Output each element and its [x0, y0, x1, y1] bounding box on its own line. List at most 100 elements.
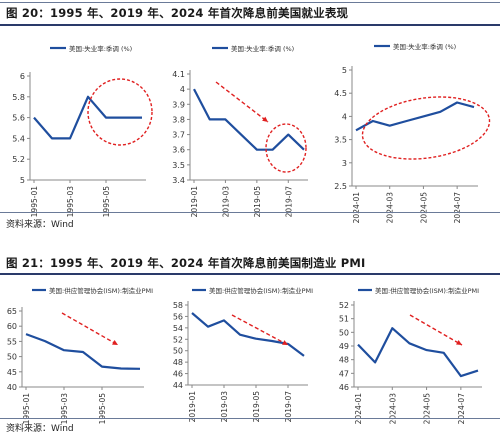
- annotation-arrow-head: [282, 340, 288, 345]
- x-tick-label: 2019-01: [190, 186, 199, 218]
- figure-20-top-rule: [0, 2, 500, 3]
- y-tick-label: 2.5: [334, 182, 347, 191]
- x-tick-label: 2019-01: [188, 391, 197, 423]
- annotation-arrow-head: [262, 116, 268, 122]
- y-tick-label: 46: [173, 370, 183, 379]
- x-tick-label: 2024-03: [386, 192, 395, 224]
- x-tick-label: 1995-05: [102, 186, 111, 218]
- series-line: [193, 88, 305, 151]
- x-tick-label: 2019-05: [252, 391, 261, 423]
- chart-2024-unemployment: 2.5 3 3.5 4 4.5 5 2024-01 2024-03 2024-05 2024-07…: [334, 42, 491, 223]
- x-tick-label: 1995-01: [22, 393, 31, 425]
- x-tick-label: 2024-01: [354, 393, 363, 425]
- y-tick-label: 47: [339, 369, 349, 378]
- figure-21-bottom-rule: [0, 418, 500, 419]
- x-tick-label: 2019-03: [221, 186, 230, 218]
- y-tick-label: 4.5: [334, 89, 347, 98]
- y-tick-label: 65: [7, 307, 17, 316]
- y-tick-label: 55: [7, 337, 17, 346]
- x-tick-label: 2019-07: [284, 391, 293, 423]
- chart-2019-unemployment: 3.4 3.5 3.6 3.7 3.8 3.9 4 4.1 2019-01 2019-03 2019…: [172, 44, 308, 217]
- y-tick-label: 54: [173, 324, 183, 333]
- y-tick-label: 3.8: [172, 115, 185, 124]
- legend-label: 美国:失业率:季调 (%): [69, 44, 132, 53]
- y-tick-label: 50: [339, 328, 349, 337]
- y-tick-label: 44: [173, 381, 183, 390]
- y-tick-label: 4.1: [172, 70, 185, 79]
- annotation-arrow-line: [215, 81, 269, 123]
- y-tick-label: 3.7: [172, 131, 185, 140]
- y-tick-label: 5.4: [12, 134, 25, 143]
- y-tick-label: 5: [20, 176, 25, 185]
- figure-20-title: 图 20：1995 年、2019 年、2024 年首次降息前美国就业表现: [6, 6, 349, 20]
- y-tick-label: 60: [7, 322, 17, 331]
- y-tick-label: 4: [342, 112, 347, 121]
- y-tick-label: 5.2: [12, 155, 25, 164]
- figure-21-title: 图 21：1995 年、2019 年、2024 年首次降息前美国制造业 PMI: [6, 256, 366, 270]
- y-tick-label: 3.5: [172, 161, 185, 170]
- y-tick-label: 46: [339, 383, 349, 392]
- legend-label: 美国:失业率:季调 (%): [393, 42, 456, 51]
- chart-2024-pmi: 46 47 48 49 50 51 52 2024-01 2024-03 2024-05 2024-…: [339, 286, 482, 424]
- y-tick-label: 5: [342, 66, 347, 75]
- y-tick-label: 40: [7, 383, 17, 392]
- legend-label: 美国:供应管理协会(ISM):制造业PMI: [375, 286, 479, 295]
- y-tick-label: 56: [173, 312, 183, 321]
- figure-21-source: 资料来源：Wind: [6, 424, 74, 434]
- x-tick-label: 2024-01: [352, 192, 361, 224]
- y-tick-label: 48: [173, 358, 183, 367]
- x-tick-label: 2019-03: [220, 391, 229, 423]
- y-tick-label: 52: [173, 335, 183, 344]
- series-line: [355, 101, 475, 132]
- y-tick-label: 52: [339, 301, 349, 310]
- y-tick-label: 3.4: [172, 176, 185, 185]
- y-tick-label: 3.9: [172, 100, 185, 109]
- x-tick-label: 1995-03: [66, 186, 75, 218]
- annotation-ellipse: [265, 123, 307, 173]
- x-tick-label: 2024-05: [419, 192, 428, 224]
- y-tick-label: 49: [339, 342, 349, 351]
- annotation-arrow-head: [456, 340, 462, 345]
- x-tick-label: 2024-07: [453, 192, 462, 224]
- y-tick-label: 4: [180, 85, 185, 94]
- chart-1995-pmi: 40 45 50 55 60 65 1995-01 1995-03 1995-05 美国:供应管理…: [7, 286, 153, 424]
- x-tick-label: 1995-05: [98, 393, 107, 425]
- figure-20-bottom-rule: [0, 212, 500, 213]
- annotation-ellipse: [87, 78, 153, 146]
- y-tick-label: 3.6: [172, 146, 185, 155]
- y-tick-label: 6: [20, 72, 25, 81]
- y-tick-label: 58: [173, 301, 183, 310]
- y-tick-label: 3: [342, 159, 347, 168]
- x-tick-label: 1995-03: [60, 393, 69, 425]
- y-tick-label: 3.5: [334, 136, 347, 145]
- x-tick-label: 2024-03: [388, 393, 397, 425]
- y-tick-label: 51: [339, 315, 349, 324]
- chart-1995-unemployment: 5 5.2 5.4 5.6 5.8 6 1995-01 1995-03 1995-05 美国:失业…: [12, 44, 153, 217]
- annotation-arrow-line: [409, 314, 463, 346]
- x-tick-label: 1995-01: [30, 186, 39, 218]
- y-tick-label: 5.8: [12, 93, 25, 102]
- series-line: [25, 333, 141, 370]
- legend-label: 美国:供应管理协会(ISM):制造业PMI: [209, 286, 313, 295]
- y-tick-label: 5.6: [12, 114, 25, 123]
- annotation-ellipse: [361, 96, 491, 160]
- annotation-arrow-head: [112, 340, 118, 345]
- x-tick-label: 2019-05: [253, 186, 262, 218]
- chart-2019-pmi: 44 46 48 50 52 54 56 58 2019-01 2019-03 2019-05 201…: [173, 286, 313, 422]
- annotation-arrow-line: [231, 314, 289, 346]
- x-tick-label: 2024-05: [423, 393, 432, 425]
- x-tick-label: 2024-07: [457, 393, 466, 425]
- legend-label: 美国:供应管理协会(ISM):制造业PMI: [49, 286, 153, 295]
- x-tick-label: 2019-07: [284, 186, 293, 218]
- series-line: [33, 95, 142, 140]
- y-tick-label: 50: [173, 347, 183, 356]
- annotation-arrow-line: [61, 312, 119, 346]
- y-tick-label: 45: [7, 368, 17, 377]
- figure-21-title-rule: [0, 273, 500, 275]
- y-tick-label: 48: [339, 356, 349, 365]
- series-line: [357, 327, 479, 378]
- series-line: [191, 312, 305, 357]
- figure-20-source: 资料来源：Wind: [6, 220, 74, 230]
- legend-label: 美国:失业率:季调 (%): [231, 44, 294, 53]
- figure-20-title-rule: [0, 24, 500, 26]
